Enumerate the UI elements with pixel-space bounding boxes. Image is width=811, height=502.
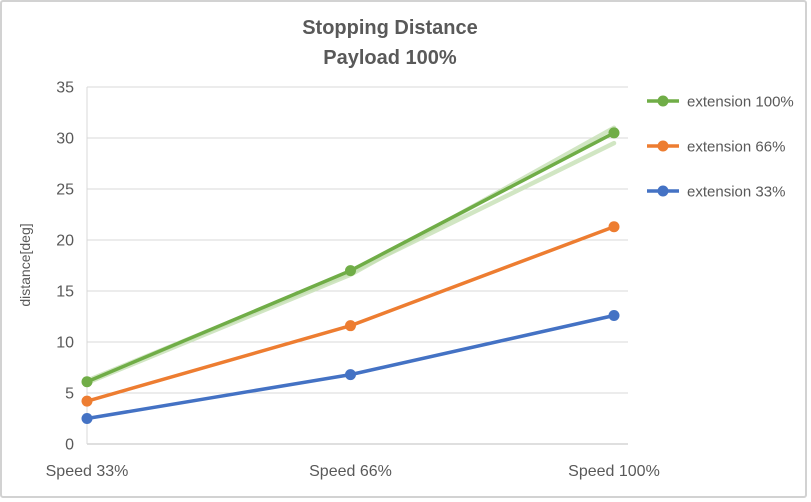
y-tick-label: 10 xyxy=(56,335,74,352)
plot-area: 0 5 10 15 20 25 30 35 Speed 33% Speed 66% Speed 10… xyxy=(17,17,794,481)
legend-marker-icon xyxy=(657,95,669,107)
chart-title: Stopping Distance xyxy=(302,17,478,39)
series-marker-extension-66 xyxy=(345,320,356,332)
y-tick-label: 0 xyxy=(65,437,74,454)
y-tick-label: 30 xyxy=(56,131,74,148)
series-marker-extension-100 xyxy=(608,127,620,139)
y-axis-title: distance[deg] xyxy=(17,223,33,306)
legend-item-extension-66: extension 66% xyxy=(647,139,785,156)
legend-label: extension 66% xyxy=(687,139,785,156)
legend-marker-icon xyxy=(657,185,669,197)
y-tick-label: 5 xyxy=(65,386,74,403)
legend-item-extension-100: extension 100% xyxy=(647,94,794,111)
series-marker-extension-100 xyxy=(345,265,356,277)
series-marker-extension-66 xyxy=(608,221,620,233)
legend-label: extension 33% xyxy=(687,184,785,201)
x-tick-label: Speed 33% xyxy=(46,463,129,480)
x-tick-label: Speed 66% xyxy=(309,463,392,480)
y-tick-label: 15 xyxy=(56,284,74,301)
series-marker-extension-33 xyxy=(81,413,93,424)
y-tick-label: 35 xyxy=(56,80,74,97)
tick-labels: 0 5 10 15 20 25 30 35 Speed 33% Speed 66% Speed 10… xyxy=(46,80,660,481)
chart-subtitle: Payload 100% xyxy=(323,47,457,69)
series-marker-extension-100 xyxy=(81,376,93,388)
series-marker-extension-33 xyxy=(345,369,356,381)
x-tick-label: Speed 100% xyxy=(568,463,660,480)
series-marker-extension-33 xyxy=(608,309,620,321)
legend-item-extension-33: extension 33% xyxy=(647,184,785,201)
legend-marker-icon xyxy=(657,140,669,152)
y-tick-label: 20 xyxy=(56,233,74,250)
series-lines xyxy=(81,127,620,424)
legend: extension 100% extension 66% extension 33% xyxy=(647,94,794,201)
y-tick-label: 25 xyxy=(56,182,74,199)
series-line-extension-100-faded-run-b xyxy=(84,140,617,384)
series-marker-extension-66 xyxy=(81,395,93,407)
legend-label: extension 100% xyxy=(687,94,794,111)
